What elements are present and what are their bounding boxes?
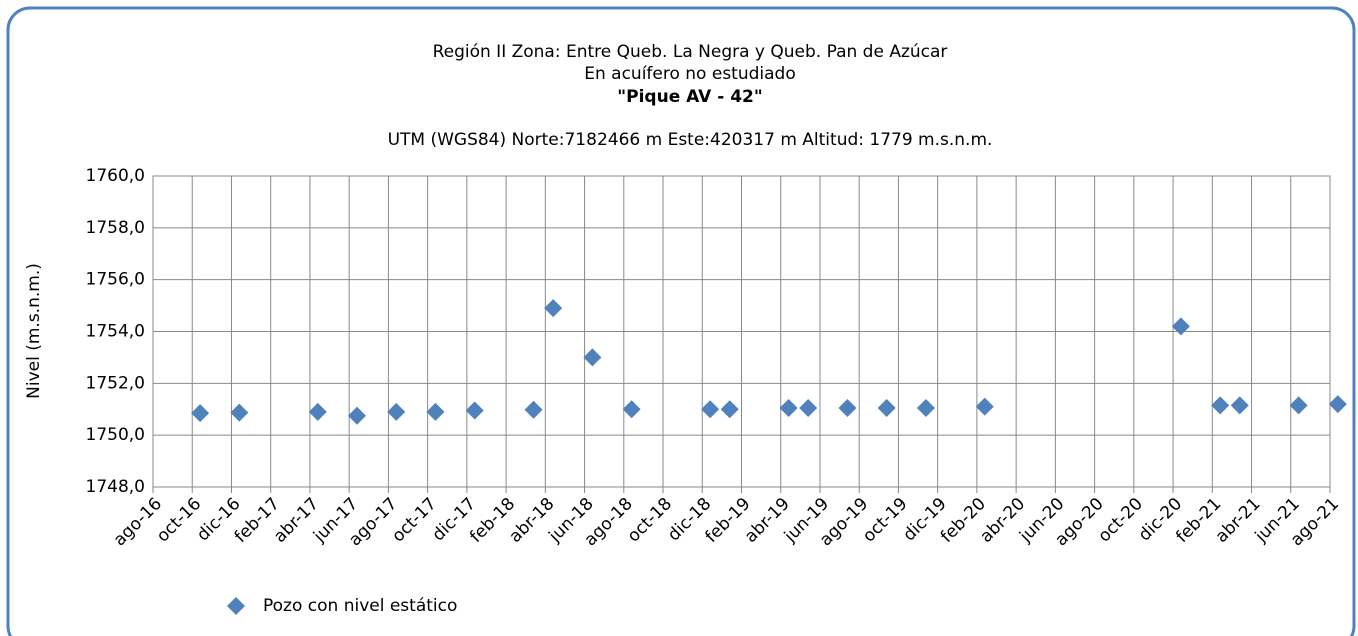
point	[230, 403, 249, 422]
point	[191, 404, 210, 423]
location: UTM (WGS84) Norte:7182466 m Este:420317 …	[388, 130, 993, 150]
y-tick-label: 1760,0	[86, 166, 145, 186]
y-tick-label: 1754,0	[86, 322, 145, 342]
point	[426, 402, 445, 421]
y-tick-label: 1750,0	[86, 425, 145, 445]
point	[1328, 395, 1347, 414]
x-tick-label: abr-21	[1212, 494, 1265, 547]
point	[622, 400, 641, 419]
point	[701, 400, 720, 419]
y-tick-label: 1748,0	[86, 477, 145, 497]
x-tick-label: oct-20	[1094, 494, 1146, 546]
point	[465, 401, 484, 420]
point	[877, 398, 896, 417]
x-tick-label: ago-16	[110, 494, 166, 550]
point	[720, 400, 739, 419]
legend-marker	[227, 597, 245, 615]
point	[975, 397, 994, 416]
x-tick-label: oct-16	[153, 494, 205, 546]
legend-label: Pozo con nivel estático	[263, 596, 457, 616]
point	[1230, 396, 1249, 415]
x-tick-label: oct-18	[624, 494, 676, 546]
chart-title: Región II Zona: Entre Queb. La Negra y Q…	[433, 42, 948, 62]
point	[387, 402, 406, 421]
y-tick-label: 1758,0	[86, 218, 145, 238]
well-name: "Pique AV - 42"	[617, 87, 762, 107]
point	[348, 406, 367, 425]
point	[1211, 396, 1230, 415]
x-tick-label: abr-20	[976, 494, 1029, 547]
point	[799, 398, 818, 417]
x-tick-label: oct-19	[859, 494, 911, 546]
y-tick-label: 1752,0	[86, 373, 145, 393]
point	[308, 402, 327, 421]
frame	[6, 6, 1356, 636]
x-tick-label: oct-17	[388, 494, 440, 546]
x-tick-label: abr-17	[270, 494, 323, 547]
x-tick-label: abr-19	[741, 494, 794, 547]
point	[1171, 317, 1190, 336]
plot-border	[152, 175, 1331, 488]
x-tick-label: abr-18	[505, 494, 558, 547]
point	[1289, 396, 1308, 415]
point	[838, 398, 857, 417]
y-axis-label: Nivel (m.s.n.m.)	[24, 263, 44, 399]
point	[779, 398, 798, 417]
point	[916, 398, 935, 417]
y-tick-label: 1756,0	[86, 270, 145, 290]
chart-subtitle: En acuífero no estudiado	[584, 64, 796, 84]
point	[544, 299, 563, 318]
point	[583, 348, 602, 367]
point	[524, 400, 543, 419]
